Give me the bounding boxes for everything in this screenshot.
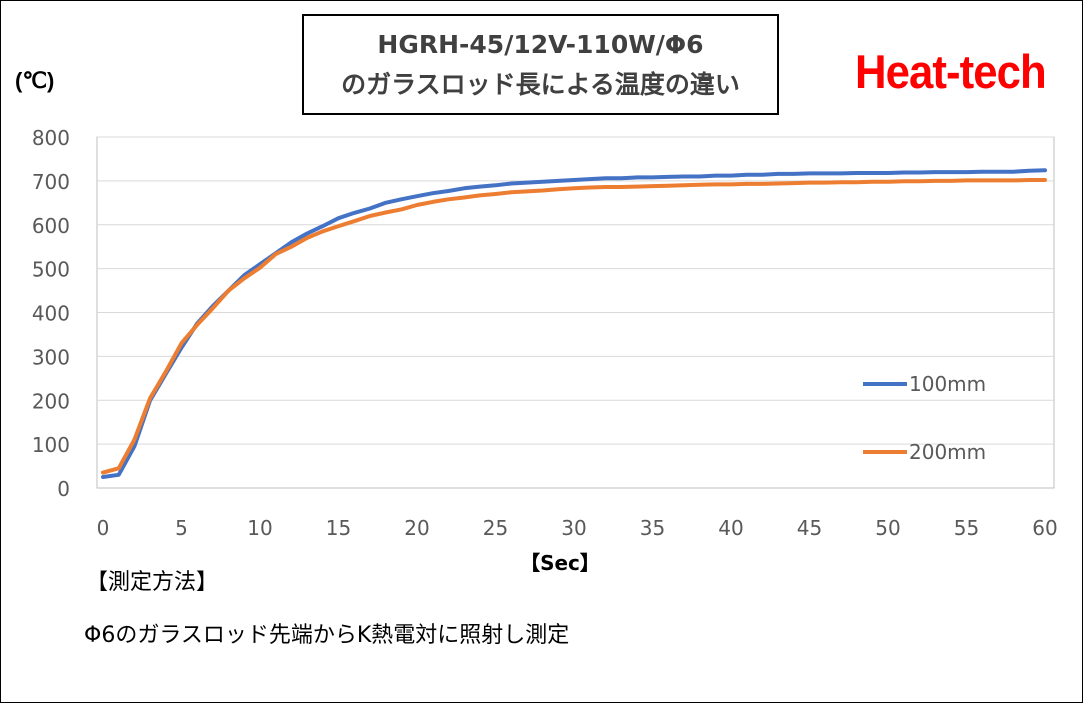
brand-logo-text: Heat-tech	[855, 45, 1047, 98]
x-tick-label: 30	[561, 516, 586, 540]
chart-title-line1: HGRH-45/12V-110W/Φ6	[377, 29, 704, 59]
y-tick-label: 300	[32, 345, 70, 369]
legend-label-100mm: 100mm	[909, 372, 986, 396]
x-axis-title: 【Sec】	[520, 551, 600, 575]
x-tick-label: 50	[875, 516, 900, 540]
x-tick-label: 60	[1032, 516, 1057, 540]
x-tick-label: 20	[404, 516, 429, 540]
y-tick-label: 500	[32, 258, 70, 282]
y-tick-label: 100	[32, 433, 70, 457]
y-tick-label: 0	[57, 477, 70, 501]
method-heading: 【測定方法】	[86, 570, 219, 595]
y-tick-label: 800	[32, 126, 70, 150]
x-tick-label: 0	[97, 516, 110, 540]
x-tick-label: 5	[175, 516, 188, 540]
chart-title-line2: のガラスロッド長による温度の違い	[341, 69, 740, 99]
x-tick-label: 25	[483, 516, 508, 540]
y-axis-unit-label: (℃)	[15, 68, 55, 93]
series-line-200mm	[101, 178, 1047, 475]
y-tick-label: 700	[32, 170, 70, 194]
y-tick-label: 600	[32, 214, 70, 238]
x-tick-label: 55	[954, 516, 979, 540]
y-tick-label: 200	[32, 389, 70, 413]
y-tick-label: 400	[32, 302, 70, 326]
x-tick-label: 45	[797, 516, 822, 540]
series-line-100mm	[101, 168, 1047, 479]
x-tick-label: 15	[326, 516, 351, 540]
chart-title-box: HGRH-45/12V-110W/Φ6 のガラスロッド長による温度の違い	[302, 14, 779, 115]
x-tick-label: 10	[247, 516, 272, 540]
x-tick-label: 40	[718, 516, 743, 540]
x-tick-label: 35	[640, 516, 665, 540]
method-description: Φ6のガラスロッド先端からK熱電対に照射し測定	[84, 623, 570, 648]
legend-label-200mm: 200mm	[909, 440, 986, 464]
